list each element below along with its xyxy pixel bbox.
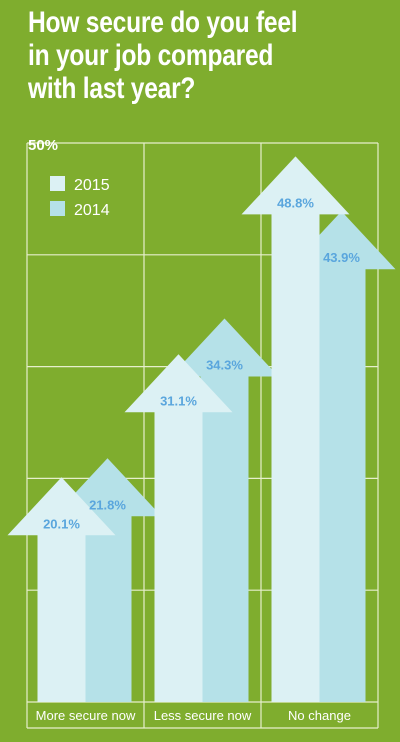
legend-swatch-2014 bbox=[50, 201, 65, 216]
category-label: More secure now bbox=[36, 708, 136, 723]
arrow-2014-2 bbox=[287, 211, 396, 702]
chart-title: How secure do you feel in your job compa… bbox=[28, 6, 323, 105]
title-line-1: How secure do you feel bbox=[28, 6, 298, 39]
legend-swatch-2015 bbox=[50, 176, 65, 191]
y-axis-max-label: 50% bbox=[28, 137, 58, 154]
legend-label-2014: 2014 bbox=[74, 202, 110, 219]
category-label: Less secure now bbox=[154, 708, 252, 723]
value-label-2014-0: 21.8% bbox=[89, 497, 126, 512]
value-label-2014-2: 43.9% bbox=[323, 250, 360, 265]
category-labels: More secure now Less secure now No change bbox=[36, 708, 351, 723]
arrow-2014-0 bbox=[53, 458, 162, 702]
arrow-2015-1 bbox=[124, 354, 233, 702]
data-arrows bbox=[7, 156, 396, 702]
arrow-2014-1 bbox=[170, 318, 279, 702]
legend-label-2015: 2015 bbox=[74, 177, 110, 194]
value-label-2014-1: 34.3% bbox=[206, 358, 243, 373]
value-labels: 21.8% 34.3% 43.9% 20.1% 31.1% 48.8% bbox=[43, 195, 360, 531]
legend: 2015 2014 bbox=[50, 176, 110, 219]
value-label-2015-0: 20.1% bbox=[43, 516, 80, 531]
arrow-2015-2 bbox=[241, 156, 350, 702]
value-label-2015-1: 31.1% bbox=[160, 393, 197, 408]
title-line-2: in your job compared bbox=[28, 39, 274, 72]
arrow-2015-0 bbox=[7, 477, 116, 702]
value-label-2015-2: 48.8% bbox=[277, 195, 314, 210]
title-line-3: with last year? bbox=[28, 72, 196, 105]
category-label: No change bbox=[288, 708, 351, 723]
